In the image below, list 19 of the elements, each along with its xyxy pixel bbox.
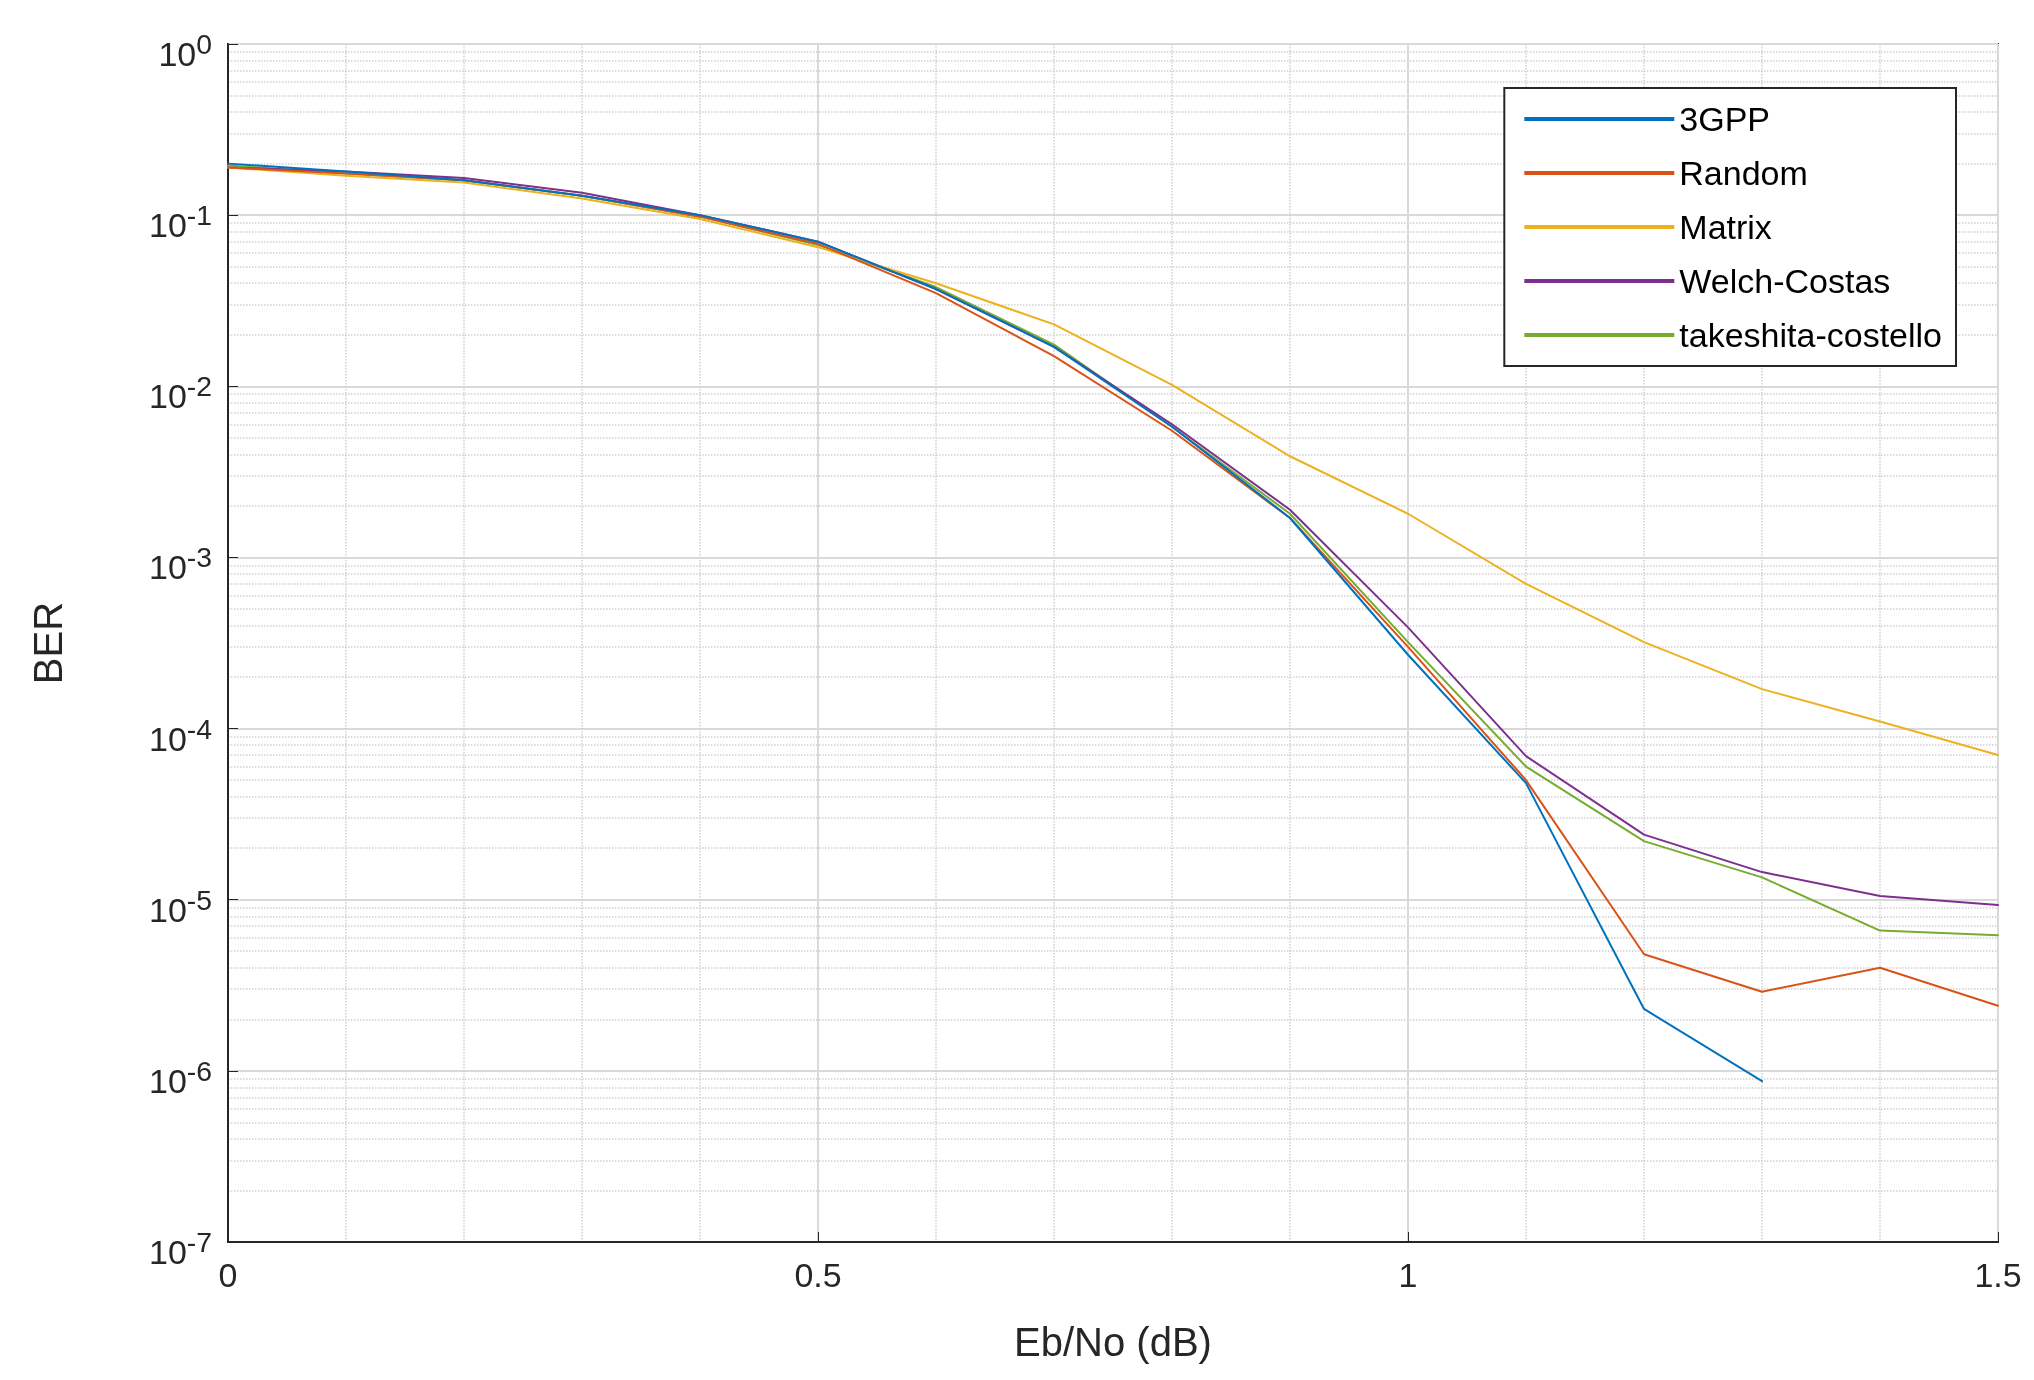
legend-label: takeshita-costello [1679, 316, 1942, 354]
x-tick-label: 0 [218, 1256, 238, 1294]
x-tick-label: 1 [1398, 1256, 1418, 1294]
y-tick-label: 10$^{-2}$ [148, 369, 212, 418]
y-tick-label: 10$^{-7}$ [148, 1225, 212, 1274]
y-tick-label: 10$^{-5}$ [148, 882, 212, 932]
legend-label: 3GPP [1679, 100, 1771, 138]
legend-label: Random [1679, 154, 1808, 192]
legend-label: Welch-Costas [1679, 262, 1891, 300]
y-tick-label: 10$^{-6}$ [148, 1053, 212, 1103]
y-tick-label: 10$^{0}$ [158, 27, 212, 76]
y-tick-label: 10$^{-4}$ [148, 711, 212, 760]
y-axis-title: BER [26, 601, 70, 685]
y-tick-label: 10$^{-3}$ [148, 540, 212, 589]
y-tick-label: 10$^{-1}$ [148, 198, 212, 247]
x-tick-label: 1.5 [1974, 1256, 2022, 1294]
legend-label: Matrix [1679, 208, 1772, 246]
x-tick-label: 0.5 [794, 1256, 842, 1294]
x-axis-title: Eb/No (dB) [1014, 1320, 1212, 1364]
